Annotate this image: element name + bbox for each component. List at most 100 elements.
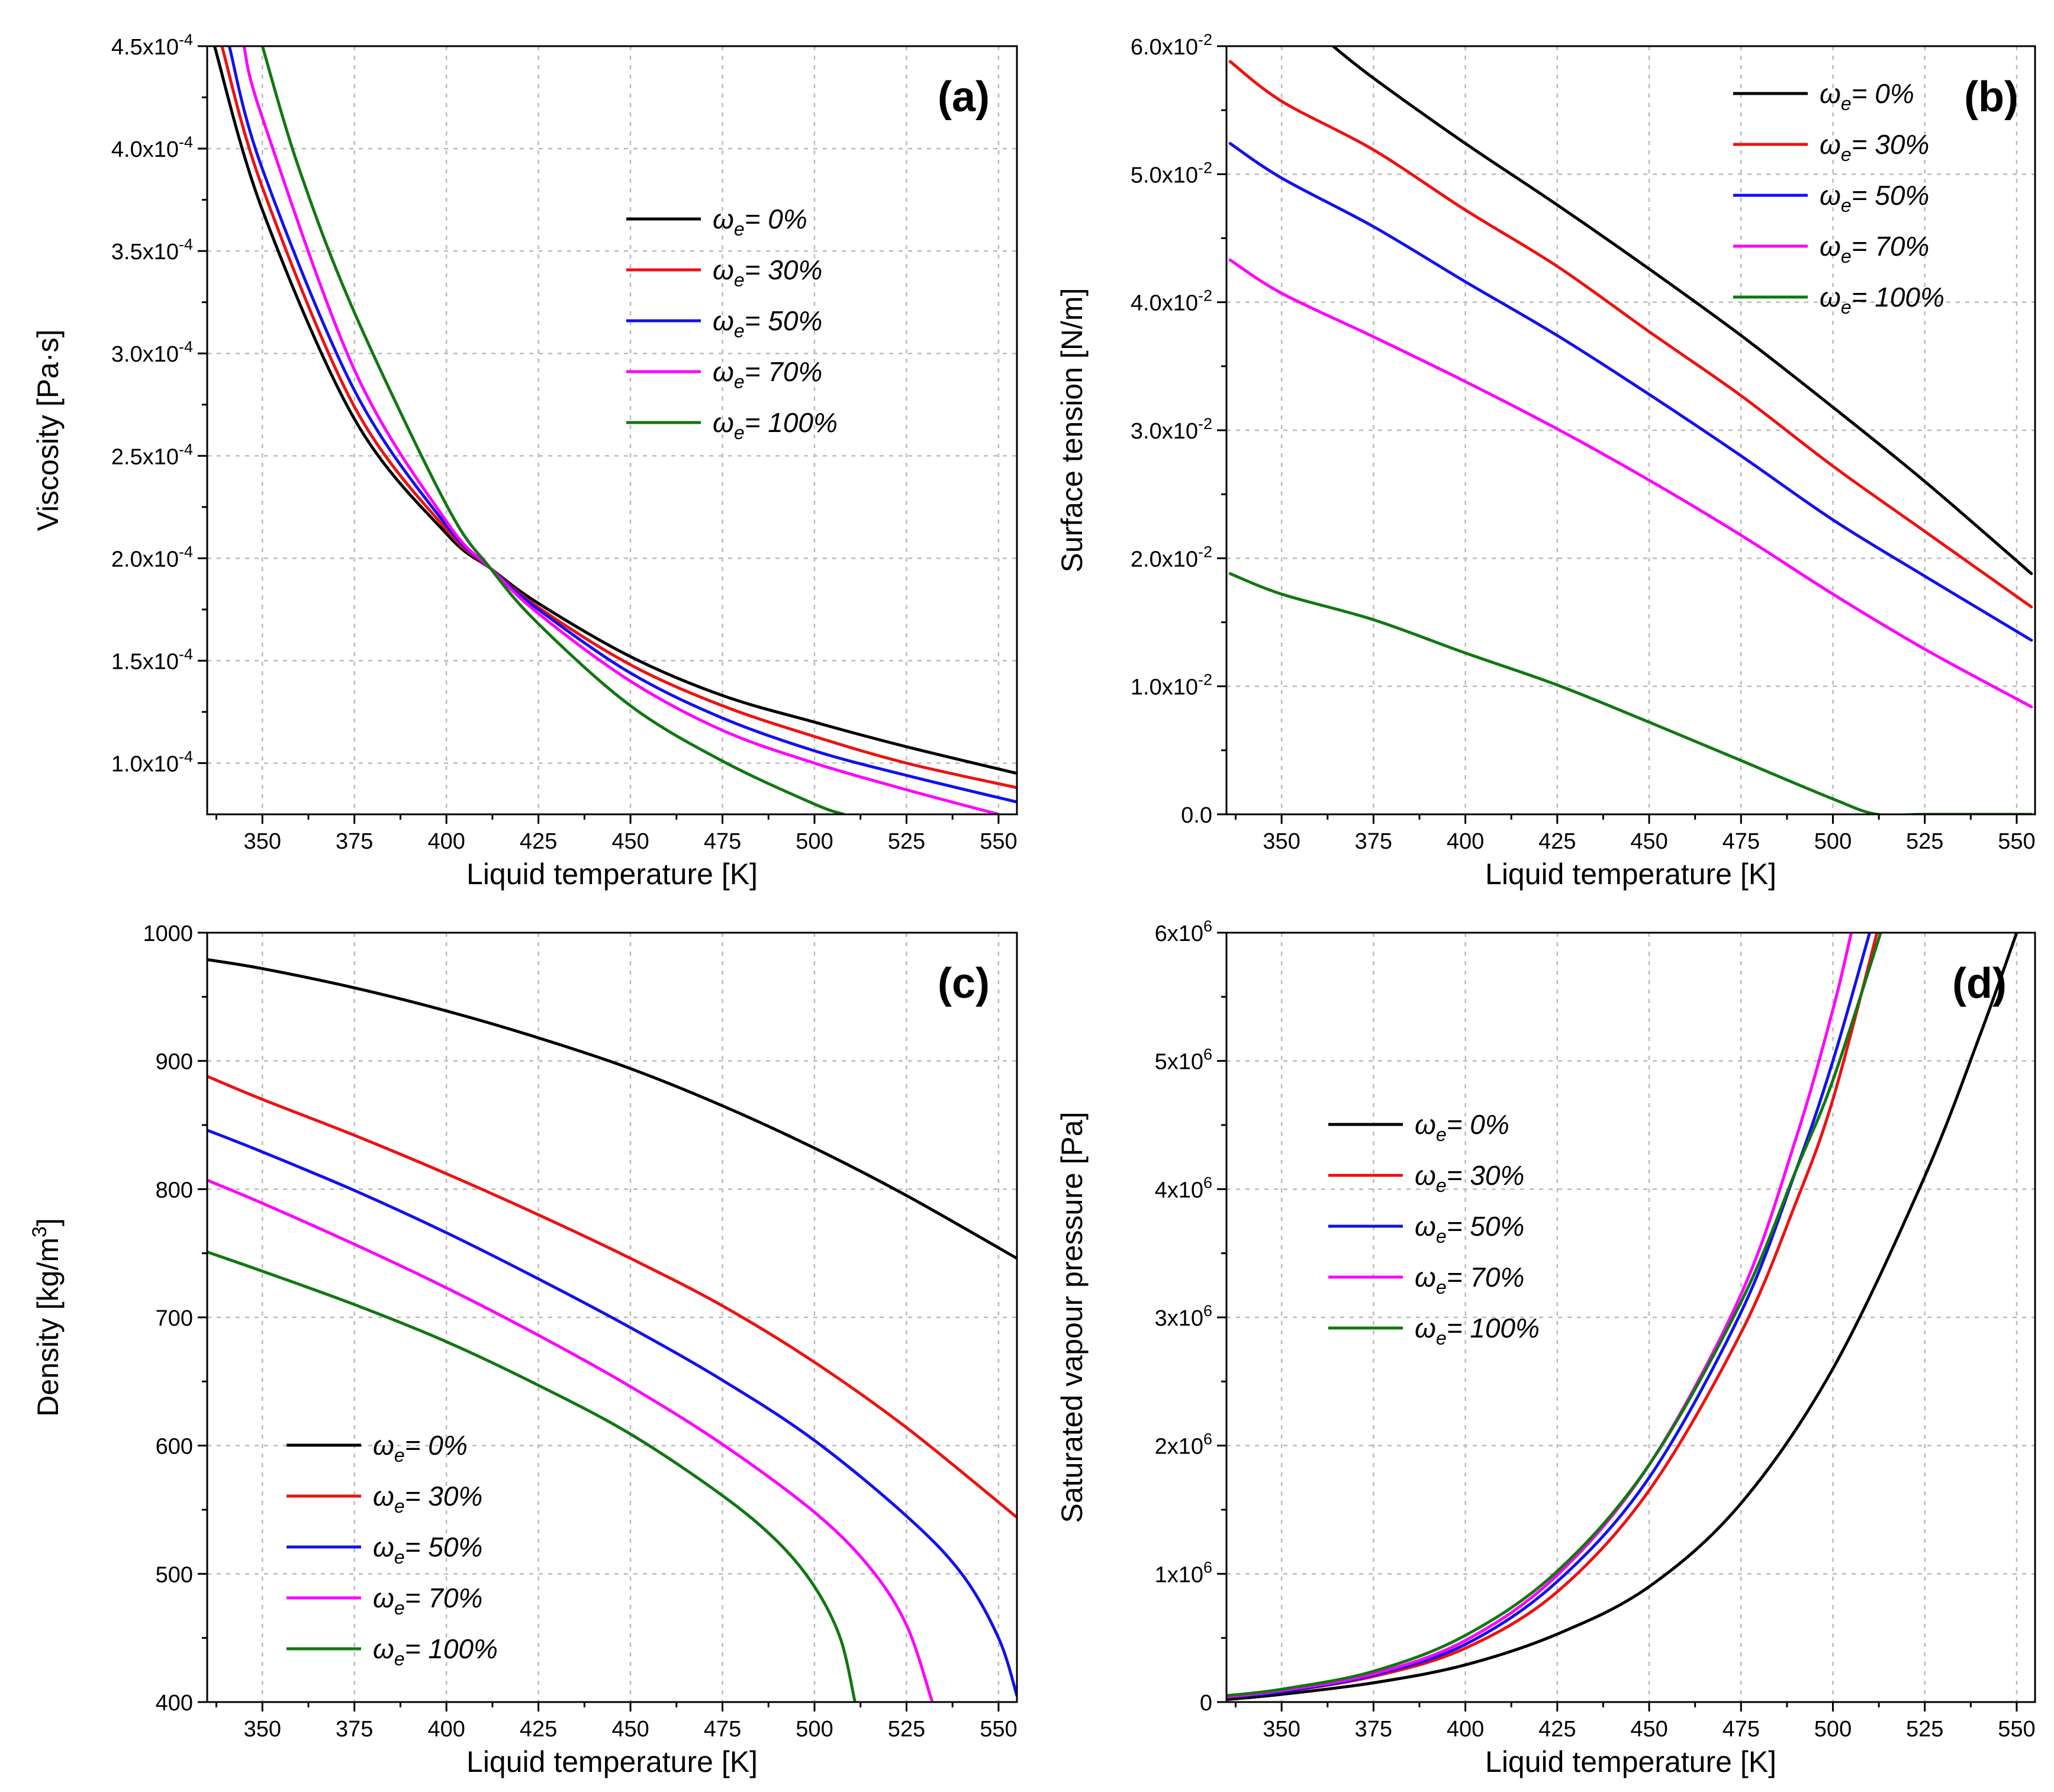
x-tick-label: 450 (611, 829, 649, 854)
panel-0: 350 375 400 425 450 475 500 525 550 1.0x10-4 1.5x1… (31, 31, 1018, 891)
panel-1: 350 375 400 425 450 475 500 525 550 0.0 1.0x10-2 2.… (1055, 31, 2036, 891)
series-line-1 (220, 46, 1017, 789)
y-tick-label: 800 (156, 1178, 193, 1203)
plot-frame (1225, 45, 2036, 816)
legend-entry: ωe= 0% (373, 1430, 468, 1466)
x-tick-label: 450 (1630, 1717, 1667, 1742)
x-tick-label: 350 (1263, 1717, 1300, 1742)
y-tick-label: 6x106 (1155, 917, 1212, 946)
y-tick-label: 5.0x10-2 (1131, 159, 1212, 188)
x-axis-label: Liquid temperature [K] (466, 858, 758, 891)
series-line-3 (207, 1178, 934, 1702)
legend-entry: ωe= 70% (1415, 1262, 1524, 1298)
x-tick-label: 525 (1906, 829, 1943, 854)
x-tick-label: 550 (980, 1717, 1017, 1742)
x-tick-label: 550 (980, 829, 1017, 854)
panel-label: (a) (938, 73, 990, 121)
x-tick-label: 475 (704, 829, 741, 854)
x-tick-label: 475 (704, 1717, 741, 1742)
panel-3: 350 375 400 425 450 475 500 525 550 0 1x106 2x106 3x… (1055, 917, 2036, 1778)
y-tick-label: 500 (156, 1562, 193, 1587)
legend-entry: ωe= 30% (1415, 1160, 1524, 1196)
legend-entry: ωe= 100% (1820, 282, 1944, 318)
x-tick-label: 375 (1355, 1717, 1392, 1742)
y-tick-label: 400 (156, 1691, 193, 1716)
series-line-2 (207, 1129, 1017, 1697)
panel-label: (b) (1964, 73, 2018, 121)
y-tick-label: 3.5x10-4 (111, 236, 193, 265)
plot-frame (1225, 932, 2036, 1703)
series-line-4 (207, 1250, 857, 1702)
series-line-4 (1226, 933, 1882, 1697)
x-tick-label: 450 (1630, 829, 1667, 854)
y-tick-label: 1.0x10-4 (111, 747, 193, 776)
x-tick-label: 475 (1723, 829, 1760, 854)
legend-entry: ωe= 0% (1415, 1109, 1509, 1145)
series-line-0 (1331, 46, 2033, 575)
x-axis-label: Liquid temperature [K] (1485, 1745, 1776, 1778)
x-tick-label: 425 (520, 829, 557, 854)
x-tick-label: 425 (1538, 829, 1576, 854)
x-tick-label: 550 (1998, 1717, 2035, 1742)
x-tick-label: 525 (1906, 1717, 1943, 1742)
series-line-3 (1228, 258, 2033, 708)
x-tick-label: 400 (427, 829, 465, 854)
legend-entry: ωe= 100% (713, 407, 838, 443)
legend-entry: ωe= 30% (713, 254, 822, 291)
x-axis-label: Liquid temperature [K] (466, 1745, 758, 1778)
panel-2: 350 375 400 425 450 475 500 525 550 400 500 600 700 8… (28, 921, 1018, 1778)
legend-entry: ωe= 50% (1415, 1211, 1524, 1247)
x-tick-label: 425 (520, 1717, 557, 1742)
y-tick-label: 600 (156, 1435, 193, 1459)
series-line-0 (213, 46, 1017, 775)
y-tick-label: 6.0x10-2 (1131, 31, 1212, 60)
x-tick-label: 400 (1447, 829, 1484, 854)
series-line-2 (1228, 141, 2033, 642)
x-tick-label: 375 (1355, 829, 1392, 854)
x-tick-label: 375 (336, 1717, 373, 1742)
y-tick-label: 4x106 (1155, 1174, 1212, 1203)
y-tick-label: 0 (1200, 1691, 1212, 1716)
panel-label: (d) (1952, 960, 2007, 1007)
x-tick-label: 525 (888, 1717, 925, 1742)
legend-entry: ωe= 50% (713, 305, 822, 341)
y-tick-label: 3.0x10-2 (1131, 415, 1212, 444)
y-tick-label: 1.0x10-2 (1131, 671, 1212, 700)
legend-entry: ωe= 100% (1415, 1313, 1540, 1349)
series-line-1 (207, 1075, 1017, 1519)
x-tick-label: 500 (796, 1717, 833, 1742)
series-line-4 (260, 46, 846, 814)
x-tick-label: 350 (244, 1717, 281, 1742)
legend-entry: ωe= 50% (373, 1532, 482, 1568)
x-tick-label: 550 (1998, 829, 2035, 854)
legend-entry: ωe= 50% (1820, 180, 1929, 216)
legend: ωe= 0% ωe= 30% ωe= 50% ωe= 70% ωe= 100% (1733, 78, 1944, 318)
y-tick-label: 2.0x10-2 (1131, 543, 1212, 572)
legend-entry: ωe= 30% (373, 1481, 482, 1517)
y-axis-label: Viscosity [Pa·s] (31, 330, 65, 531)
series-line-0 (1226, 933, 2018, 1701)
series-line-1 (1228, 60, 2033, 608)
x-tick-label: 375 (336, 829, 373, 854)
legend-entry: ωe= 30% (1820, 129, 1929, 165)
series-line-4 (1228, 572, 2033, 814)
y-tick-label: 4.5x10-4 (111, 31, 193, 60)
y-axis-label: Surface tension [N/m] (1055, 288, 1089, 573)
x-tick-label: 425 (1538, 1717, 1576, 1742)
series-line-0 (207, 958, 1017, 1260)
legend-entry: ωe= 70% (373, 1582, 482, 1619)
legend: ωe= 0% ωe= 30% ωe= 50% ωe= 70% ωe= 100% (626, 204, 838, 443)
y-tick-label: 900 (156, 1050, 193, 1075)
y-tick-label: 4.0x10-4 (111, 133, 193, 162)
y-axis-label: Saturated vapour pressure [Pa] (1055, 1112, 1089, 1523)
series-line-2 (227, 46, 1017, 804)
y-tick-label: 1000 (143, 921, 193, 946)
y-axis-label: Density [kg/m3] (28, 1218, 65, 1417)
x-axis-label: Liquid temperature [K] (1485, 858, 1776, 891)
legend-entry: ωe= 70% (713, 356, 822, 392)
panel-label: (c) (938, 960, 990, 1007)
y-tick-label: 4.0x10-2 (1131, 287, 1212, 316)
legend-entry: ωe= 70% (1820, 231, 1929, 267)
y-tick-label: 2.5x10-4 (111, 440, 193, 469)
